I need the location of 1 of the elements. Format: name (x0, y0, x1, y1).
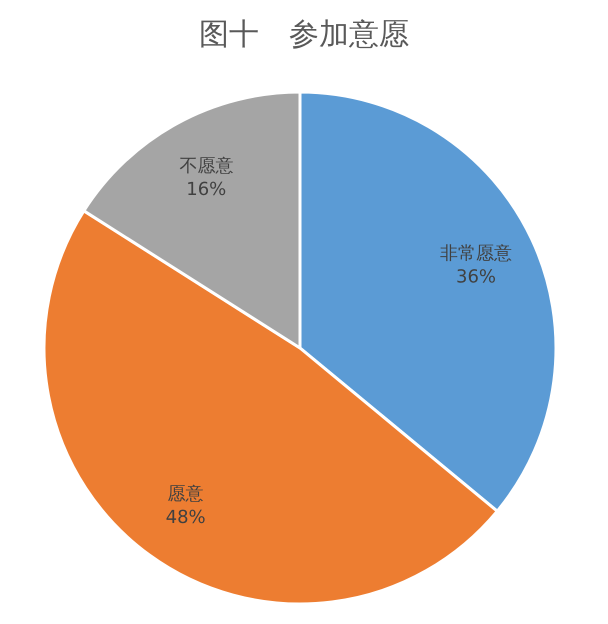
title: 图十 参加意愿 (199, 17, 409, 52)
